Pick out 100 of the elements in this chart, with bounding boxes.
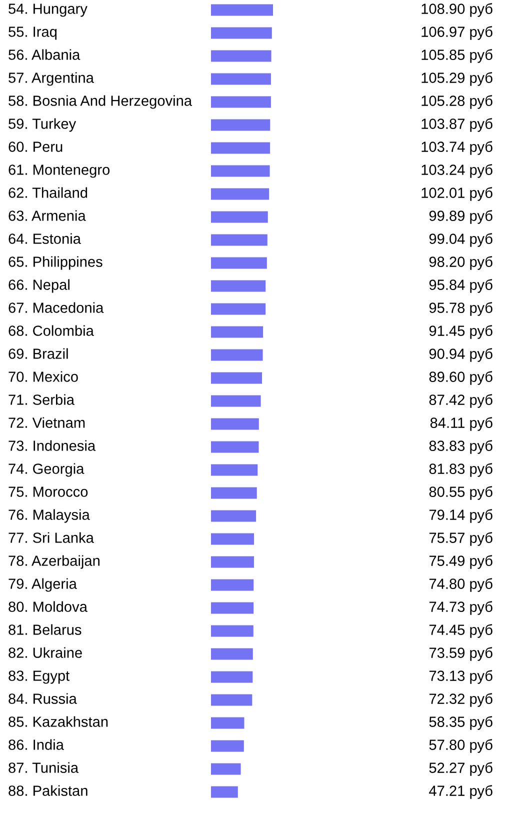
bar xyxy=(211,763,241,775)
bar xyxy=(211,96,271,108)
bar xyxy=(211,73,271,85)
y-tick-label: 78. Azerbaijan xyxy=(8,555,100,569)
data-label: 75.57 руб xyxy=(429,532,492,546)
bar xyxy=(211,533,254,545)
data-label: 105.28 руб xyxy=(422,95,492,109)
bar xyxy=(211,119,270,131)
data-label: 106.97 руб xyxy=(422,26,492,40)
bar xyxy=(211,257,267,269)
y-tick-label: 54. Hungary xyxy=(8,4,88,17)
y-tick-label: 72. Vietnam xyxy=(8,417,85,428)
y-tick-label: 69. Brazil xyxy=(8,348,68,359)
data-label: 90.94 руб xyxy=(429,348,492,362)
data-label: 84.11 руб xyxy=(430,417,492,431)
data-label: 73.13 руб xyxy=(429,670,492,684)
y-tick-label: 79. Algeria xyxy=(8,578,77,592)
bar xyxy=(211,625,254,637)
y-tick-label: 60. Peru xyxy=(8,142,62,152)
bar xyxy=(211,211,268,223)
data-label: 79.14 руб xyxy=(429,509,492,523)
bar xyxy=(211,27,272,39)
data-label: 81.83 руб xyxy=(429,463,492,477)
bar xyxy=(211,487,257,499)
data-label: 105.29 руб xyxy=(422,72,492,86)
bar xyxy=(211,280,266,292)
data-label: 74.80 руб xyxy=(429,578,492,592)
y-tick-label: 66. Nepal xyxy=(8,279,70,293)
bar xyxy=(211,188,270,200)
y-tick-label: 85. Kazakhstan xyxy=(8,716,108,727)
data-label: 73.59 руб xyxy=(429,647,492,661)
bar xyxy=(211,165,270,177)
data-label: 95.78 руб xyxy=(429,302,492,316)
y-tick-label: 87. Tunisia xyxy=(8,762,79,773)
y-tick-label: 73. Indonesia xyxy=(8,440,96,451)
y-tick-label: 74. Georgia xyxy=(8,463,84,477)
y-tick-label: 88. Pakistan xyxy=(8,785,88,796)
data-label: 105.85 руб xyxy=(422,49,492,63)
bar xyxy=(211,349,263,361)
y-tick-label: 63. Armenia xyxy=(8,210,86,221)
bar xyxy=(211,326,264,338)
bar xyxy=(211,786,238,798)
y-tick-label: 64. Estonia xyxy=(8,233,81,244)
bar xyxy=(211,602,254,614)
y-tick-label: 71. Serbia xyxy=(8,394,74,405)
y-tick-label: 70. Mexico xyxy=(8,371,78,382)
data-label: 58.35 руб xyxy=(429,716,492,730)
bar xyxy=(211,142,270,154)
y-tick-label: 57. Argentina xyxy=(8,72,94,86)
data-label: 74.73 руб xyxy=(429,601,492,615)
y-tick-label: 55. Iraq xyxy=(8,26,57,40)
data-label: 74.45 руб xyxy=(429,624,492,638)
bar xyxy=(211,50,272,62)
data-label: 75.49 руб xyxy=(429,555,492,569)
y-tick-label: 75. Morocco xyxy=(8,486,88,497)
data-label: 103.87 руб xyxy=(422,118,492,132)
bar xyxy=(211,234,268,246)
bar xyxy=(211,4,273,16)
bar xyxy=(211,510,256,522)
data-label: 103.24 руб xyxy=(422,164,492,178)
bar xyxy=(211,694,252,706)
bar xyxy=(211,395,261,407)
y-tick-label: 77. Sri Lanka xyxy=(8,532,94,543)
bar xyxy=(211,418,259,430)
data-label: 89.60 руб xyxy=(429,371,492,385)
y-tick-label: 84. Russia xyxy=(8,693,77,704)
bar xyxy=(211,441,259,453)
data-label: 103.74 руб xyxy=(422,141,492,155)
y-tick-label: 83. Egypt xyxy=(8,670,70,684)
data-label: 80.55 руб xyxy=(429,486,492,500)
data-label: 52.27 руб xyxy=(429,762,492,776)
y-tick-label: 68. Colombia xyxy=(8,325,94,336)
y-tick-label: 81. Belarus xyxy=(8,624,82,635)
data-label: 57.80 руб xyxy=(429,739,492,753)
bar xyxy=(211,717,244,729)
bar xyxy=(211,372,262,384)
y-tick-label: 65. Philippines xyxy=(8,256,102,270)
data-label: 99.04 руб xyxy=(429,233,492,247)
y-tick-label: 59. Turkey xyxy=(8,118,76,132)
y-tick-label: 80. Moldova xyxy=(8,601,88,612)
y-tick-label: 82. Ukraine xyxy=(8,647,82,658)
y-tick-label: 76. Malaysia xyxy=(8,509,90,523)
bar xyxy=(211,464,258,476)
bar xyxy=(211,740,244,752)
y-tick-label: 86. India xyxy=(8,739,64,750)
y-tick-label: 56. Albania xyxy=(8,49,80,60)
y-tick-label: 62. Thailand xyxy=(8,187,88,198)
y-tick-label: 61. Montenegro xyxy=(8,164,110,178)
bar xyxy=(211,303,266,315)
y-tick-label: 67. Macedonia xyxy=(8,302,104,313)
bar xyxy=(211,648,253,660)
data-label: 87.42 руб xyxy=(429,394,492,408)
y-tick-label: 58. Bosnia And Herzegovina xyxy=(8,95,192,109)
data-label: 95.84 руб xyxy=(429,279,492,293)
data-label: 98.20 руб xyxy=(429,256,492,270)
data-label: 72.32 руб xyxy=(429,693,492,707)
data-label: 91.45 руб xyxy=(429,325,492,339)
data-label: 99.89 руб xyxy=(429,210,492,224)
bar xyxy=(211,579,254,591)
data-label: 83.83 руб xyxy=(429,440,492,454)
